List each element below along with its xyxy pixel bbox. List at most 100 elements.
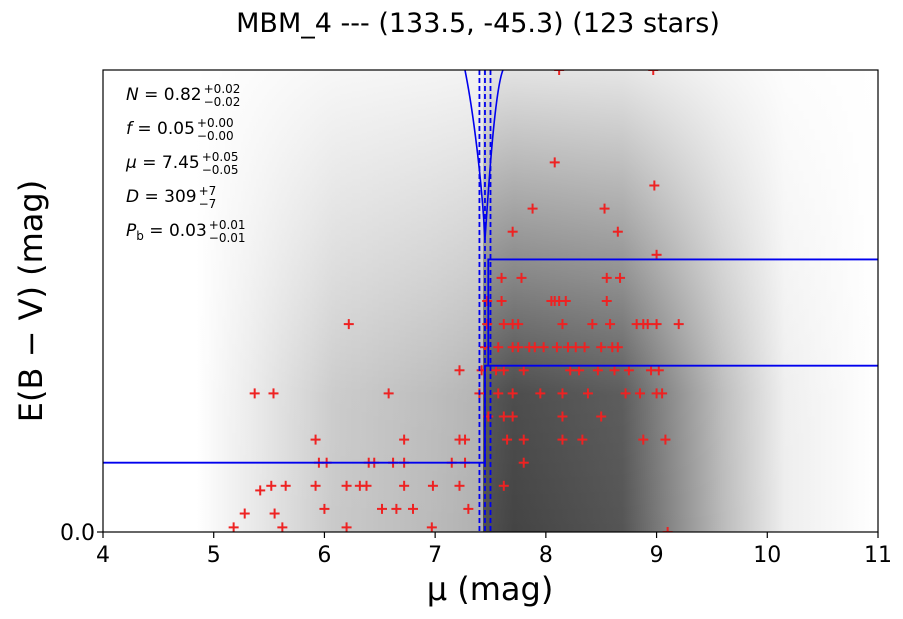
star-marker: [518, 457, 529, 468]
star-marker: [599, 203, 610, 214]
star-marker: [343, 319, 354, 330]
star-marker: [255, 485, 266, 496]
plot-area: [103, 70, 878, 532]
star-marker: [518, 365, 529, 376]
star-marker: [502, 434, 513, 445]
star-marker: [496, 296, 507, 306]
star-marker: [642, 319, 653, 330]
star-marker: [538, 342, 549, 353]
x-tick-label: 10: [753, 543, 781, 568]
star-marker: [507, 226, 518, 237]
star-marker: [280, 480, 291, 491]
star-marker: [399, 480, 410, 491]
star-marker: [609, 365, 620, 376]
fit-annotation-plus: +0.05: [202, 150, 239, 164]
star-marker: [527, 203, 538, 214]
star-marker: [268, 388, 279, 399]
star-marker: [463, 503, 474, 514]
x-tick-label: 5: [207, 543, 221, 568]
fit-annotation: N = 0.82: [126, 85, 202, 105]
star-marker: [277, 522, 288, 532]
star-marker: [426, 522, 437, 532]
star-marker: [554, 70, 565, 75]
star-marker: [408, 503, 418, 514]
fit-annotation-minus: −0.02: [204, 95, 241, 109]
x-tick-label: 9: [650, 543, 664, 568]
star-marker: [620, 388, 631, 399]
star-marker: [493, 342, 504, 353]
star-marker: [482, 319, 493, 330]
star-marker: [587, 319, 598, 330]
star-marker: [498, 319, 509, 330]
star-marker: [498, 365, 509, 376]
fit-annotation-plus: +0.02: [204, 82, 241, 96]
star-marker: [634, 388, 645, 399]
star-marker: [615, 272, 626, 283]
star-marker: [427, 480, 438, 491]
star-marker: [649, 180, 660, 191]
star-marker: [549, 157, 560, 168]
star-marker: [660, 434, 671, 445]
star-marker: [582, 388, 593, 399]
star-marker: [482, 296, 493, 306]
star-marker: [460, 434, 471, 445]
fit-annotation-minus: −0.05: [202, 163, 239, 177]
fit-annotation-minus: −0.00: [197, 129, 234, 143]
star-marker: [570, 342, 581, 353]
fit-annotation-minus: −0.01: [209, 231, 246, 245]
star-marker: [557, 388, 568, 399]
star-marker: [341, 522, 352, 532]
y-axis-label: E(B − V) (mag): [12, 180, 50, 422]
star-marker: [577, 434, 588, 445]
star-marker: [651, 319, 662, 330]
plot-frame: [102, 69, 879, 533]
star-marker: [266, 480, 277, 491]
posterior-curve: [464, 70, 504, 241]
fit-annotation: D = 309: [126, 187, 197, 207]
fit-annotations: N = 0.82 +0.02−0.02 f = 0.05 +0.00−0.00 μ = …: [125, 82, 246, 245]
x-tick-label: 8: [539, 543, 553, 568]
star-marker: [535, 388, 546, 399]
star-marker: [612, 342, 623, 353]
star-marker: [662, 527, 673, 532]
star-marker: [377, 503, 387, 514]
fit-annotation: Pb = 0.03: [126, 221, 207, 243]
star-marker: [454, 365, 465, 376]
star-marker: [596, 411, 607, 422]
star-marker: [249, 388, 260, 399]
star-marker: [399, 434, 410, 445]
star-marker: [518, 434, 529, 445]
star-marker: [383, 388, 394, 399]
star-marker: [612, 226, 623, 237]
star-marker: [657, 388, 668, 399]
star-marker: [493, 388, 504, 399]
star-marker: [592, 365, 603, 376]
star-marker: [498, 480, 509, 491]
x-tick-label: 7: [428, 543, 442, 568]
star-marker: [228, 522, 239, 532]
star-marker: [391, 503, 402, 514]
star-marker: [498, 411, 509, 422]
star-marker: [361, 480, 372, 491]
fit-annotation-plus: +0.01: [209, 218, 246, 232]
star-marker: [551, 342, 562, 353]
star-marker: [310, 480, 321, 491]
star-marker: [560, 296, 571, 306]
fit-annotation: f = 0.05: [126, 119, 195, 139]
fit-annotation-plus: +7: [199, 184, 217, 198]
star-marker: [579, 342, 590, 353]
x-tick-label: 6: [317, 543, 331, 568]
star-marker: [516, 272, 527, 283]
star-marker: [673, 319, 684, 330]
chart-title: MBM_4 --- (133.5, -45.3) (123 stars): [236, 8, 720, 39]
star-marker: [557, 319, 568, 330]
extinction-profile-line: [103, 258, 878, 464]
fit-annotation-minus: −7: [199, 197, 217, 211]
star-marker: [496, 272, 507, 283]
fit-annotation: μ = 7.45: [125, 153, 200, 173]
star-marker: [454, 480, 465, 491]
star-marker: [651, 249, 662, 260]
star-marker: [557, 411, 568, 422]
x-axis-label: μ (mag): [427, 570, 554, 608]
